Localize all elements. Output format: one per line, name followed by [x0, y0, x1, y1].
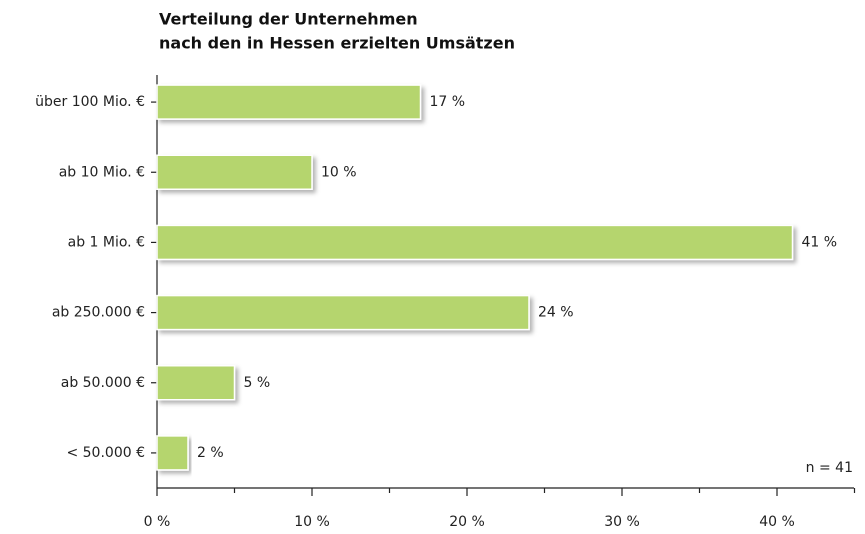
x-tick-label: 30 % [604, 514, 640, 530]
bar [156, 154, 313, 190]
y-tick-label: ab 50.000 € [61, 375, 145, 391]
x-tick-label: 40 % [759, 514, 795, 530]
y-tick-label: ab 250.000 € [52, 305, 145, 321]
chart-title: nach den in Hessen erzielten Umsätzen [159, 34, 515, 53]
y-tick-label: ab 1 Mio. € [68, 234, 145, 250]
x-tick-label: 0 % [144, 514, 171, 530]
x-tick-label: 10 % [294, 514, 330, 530]
bar [156, 365, 236, 401]
bar [156, 435, 189, 471]
value-label: 24 % [538, 305, 574, 321]
bar [156, 84, 422, 120]
value-label: 10 % [321, 164, 357, 180]
value-label: 5 % [244, 375, 271, 391]
y-tick-label: < 50.000 € [66, 445, 145, 461]
value-label: 2 % [197, 445, 224, 461]
bar [156, 294, 530, 331]
x-tick-label: 20 % [449, 514, 485, 530]
value-label: 41 % [802, 234, 838, 250]
y-tick-label: ab 10 Mio. € [59, 164, 145, 180]
bar [156, 224, 794, 261]
y-tick-label: über 100 Mio. € [35, 94, 145, 110]
value-label: 17 % [430, 94, 466, 110]
annotation: n = 41 [806, 460, 853, 476]
chart-title: Verteilung der Unternehmen [159, 10, 418, 29]
